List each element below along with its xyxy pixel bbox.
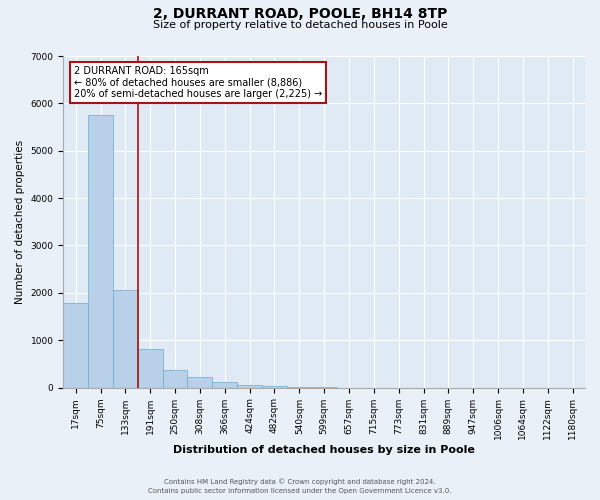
Bar [237,385,262,388]
Bar [187,376,212,388]
Bar [138,349,163,388]
Text: Size of property relative to detached houses in Poole: Size of property relative to detached ho… [152,20,448,30]
Bar [113,290,138,388]
Text: 2, DURRANT ROAD, POOLE, BH14 8TP: 2, DURRANT ROAD, POOLE, BH14 8TP [153,8,447,22]
Bar [88,114,113,388]
Text: 2 DURRANT ROAD: 165sqm
← 80% of detached houses are smaller (8,886)
20% of semi-: 2 DURRANT ROAD: 165sqm ← 80% of detached… [74,66,322,99]
Y-axis label: Number of detached properties: Number of detached properties [15,140,25,304]
X-axis label: Distribution of detached houses by size in Poole: Distribution of detached houses by size … [173,445,475,455]
Bar [262,386,287,388]
Bar [63,304,88,388]
Text: Contains HM Land Registry data © Crown copyright and database right 2024.
Contai: Contains HM Land Registry data © Crown c… [148,478,452,494]
Bar [163,370,187,388]
Bar [212,382,237,388]
